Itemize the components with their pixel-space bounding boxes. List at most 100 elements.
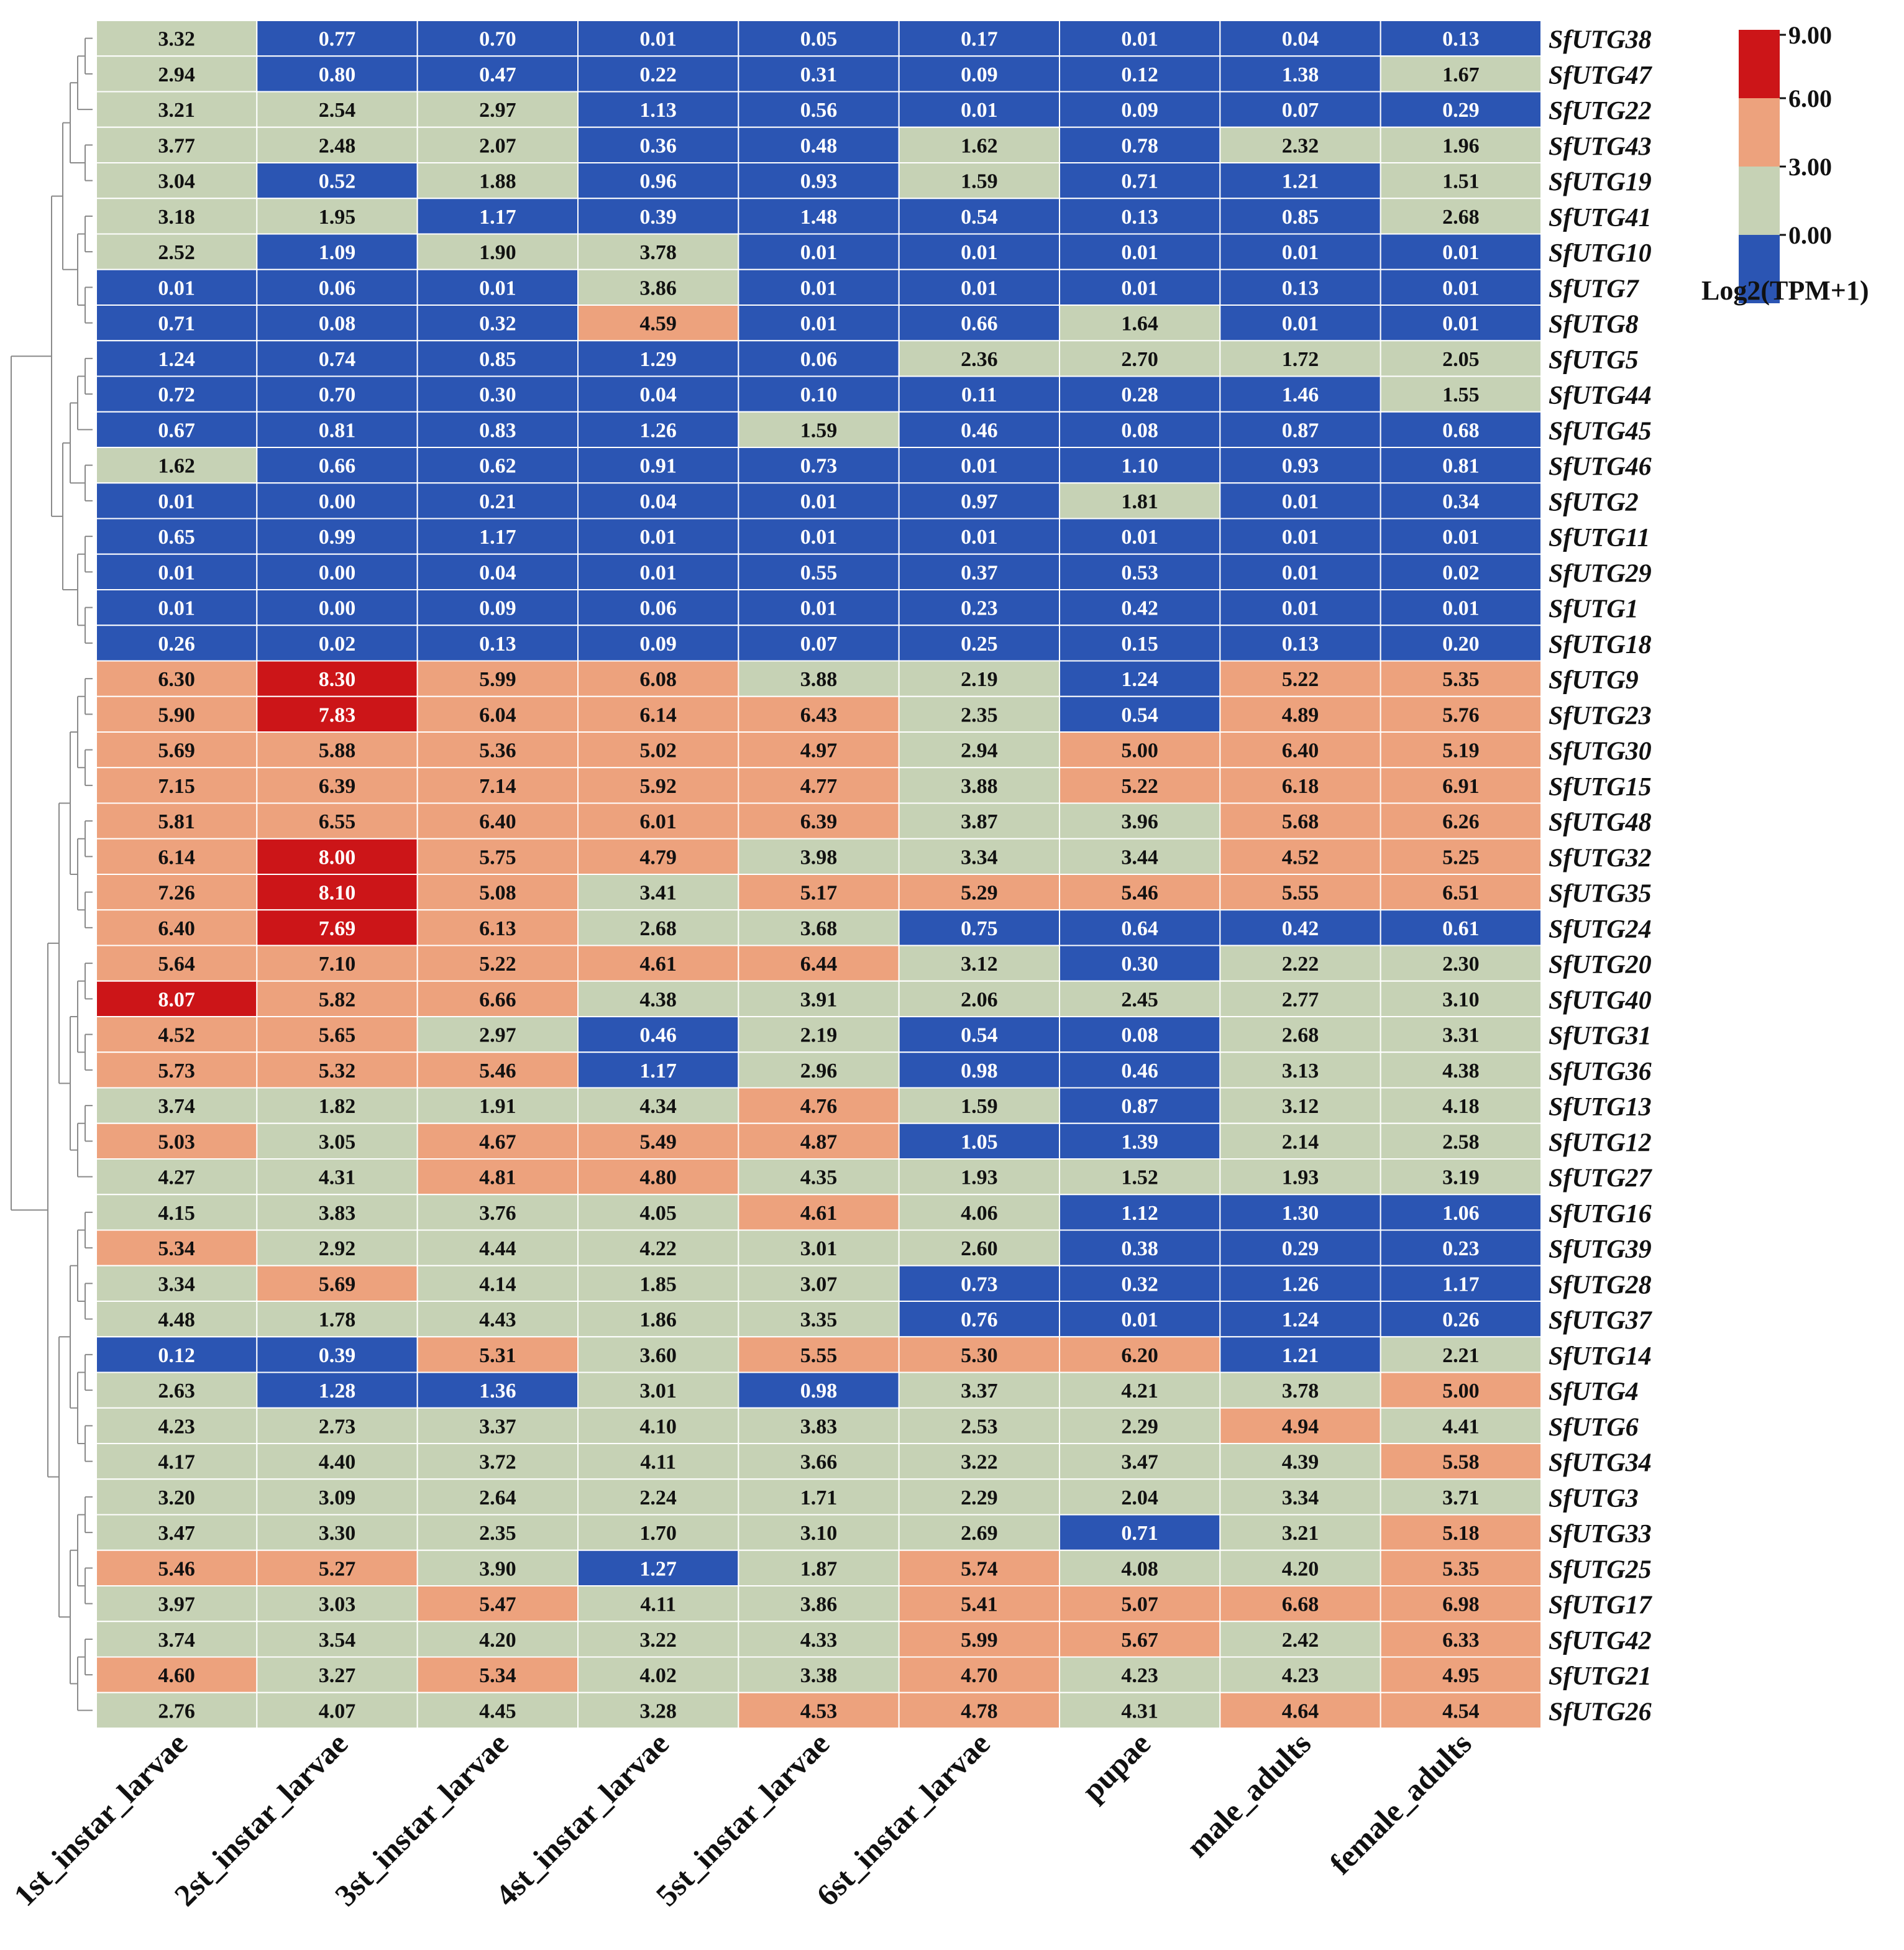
cell-value-label: 0.11 bbox=[961, 383, 997, 406]
heatmap-cell bbox=[256, 1478, 418, 1516]
cell-value-label: 4.44 bbox=[479, 1237, 516, 1260]
cell-value-label: 2.22 bbox=[1282, 953, 1319, 976]
heatmap-cell bbox=[898, 731, 1060, 769]
cell-value-label: 5.64 bbox=[158, 953, 195, 976]
cell-value-label: 5.74 bbox=[961, 1557, 998, 1580]
heatmap-cell bbox=[577, 233, 739, 270]
heatmap-cell bbox=[898, 1122, 1060, 1160]
cell-value-label: 2.92 bbox=[319, 1237, 356, 1260]
cell-value-label: 0.01 bbox=[800, 241, 838, 264]
cell-value-label: 5.68 bbox=[1282, 810, 1319, 833]
cell-value-label: 0.07 bbox=[800, 633, 838, 656]
cell-value-label: 3.77 bbox=[158, 134, 195, 157]
legend-tick-label: 0.00 bbox=[1788, 221, 1832, 249]
cell-value-label: 2.45 bbox=[1121, 988, 1158, 1011]
cell-value-label: 3.21 bbox=[1282, 1522, 1319, 1545]
heatmap-cell bbox=[96, 1585, 258, 1623]
cell-value-label: 4.11 bbox=[640, 1593, 676, 1616]
cell-value-label: 1.87 bbox=[800, 1557, 838, 1580]
heatmap-cell bbox=[1219, 447, 1381, 484]
cell-value-label: 4.76 bbox=[800, 1095, 838, 1118]
cell-value-label: 5.69 bbox=[158, 739, 195, 762]
heatmap-cell bbox=[1219, 1265, 1381, 1302]
row-label: SfUTG34 bbox=[1549, 1449, 1652, 1478]
heatmap-cell bbox=[256, 1229, 418, 1266]
heatmap-cell bbox=[577, 1122, 739, 1160]
cell-value-label: 0.04 bbox=[639, 490, 677, 513]
cell-value-label: 3.96 bbox=[1121, 810, 1158, 833]
cell-value-label: 0.81 bbox=[1442, 455, 1480, 478]
cell-value-label: 5.46 bbox=[1121, 882, 1158, 905]
heatmap-cell bbox=[898, 1194, 1060, 1231]
cell-value-label: 0.75 bbox=[961, 917, 998, 940]
cell-value-label: 0.26 bbox=[1442, 1309, 1480, 1332]
cell-value-label: 8.10 bbox=[319, 882, 356, 905]
heatmap-cell bbox=[1059, 1656, 1221, 1693]
row-label: SfUTG30 bbox=[1549, 738, 1652, 766]
cell-value-label: 3.74 bbox=[158, 1629, 195, 1652]
heatmap-cell bbox=[898, 126, 1060, 163]
row-label: SfUTG47 bbox=[1549, 62, 1653, 90]
row-label: SfUTG40 bbox=[1549, 986, 1652, 1015]
cell-value-label: 3.12 bbox=[1282, 1095, 1319, 1118]
heatmap-cell bbox=[1380, 980, 1542, 1017]
heatmap-cell bbox=[256, 767, 418, 804]
heatmap-cell bbox=[1219, 1585, 1381, 1623]
heatmap-cell bbox=[738, 198, 900, 235]
cell-value-label: 0.66 bbox=[961, 313, 998, 336]
cell-value-label: 7.69 bbox=[319, 917, 356, 940]
cell-value-label: 5.30 bbox=[961, 1344, 998, 1367]
cell-value-label: 3.30 bbox=[319, 1522, 356, 1545]
cell-value-label: 3.74 bbox=[158, 1095, 195, 1118]
cell-value-label: 2.94 bbox=[158, 63, 195, 86]
cell-value-label: 0.72 bbox=[158, 383, 195, 406]
cell-value-label: 4.39 bbox=[1282, 1451, 1319, 1474]
heatmap-cell bbox=[1380, 838, 1542, 875]
cell-value-label: 4.22 bbox=[639, 1237, 677, 1260]
cell-value-label: 0.70 bbox=[319, 383, 356, 406]
heatmap-cell bbox=[1219, 1336, 1381, 1373]
heatmap-cell bbox=[1380, 91, 1542, 128]
heatmap-cell bbox=[1219, 589, 1381, 626]
cell-value-label: 0.39 bbox=[639, 206, 677, 229]
cell-value-label: 5.34 bbox=[158, 1237, 195, 1260]
cell-value-label: 8.00 bbox=[319, 846, 356, 869]
cell-value-label: 1.55 bbox=[1442, 383, 1480, 406]
cell-value-label: 0.08 bbox=[1121, 1024, 1158, 1047]
cell-value-label: 1.28 bbox=[319, 1380, 356, 1403]
cell-value-label: 4.10 bbox=[639, 1415, 677, 1438]
heatmap-cell bbox=[96, 1051, 258, 1089]
cell-value-label: 0.29 bbox=[1442, 99, 1480, 122]
cell-value-label: 5.46 bbox=[479, 1060, 516, 1083]
cell-value-label: 1.24 bbox=[1282, 1309, 1319, 1332]
cell-value-label: 5.81 bbox=[158, 810, 195, 833]
heatmap-cell bbox=[416, 375, 579, 413]
heatmap-cell bbox=[1219, 1158, 1381, 1196]
cell-value-label: 2.04 bbox=[1121, 1486, 1158, 1509]
cell-value-label: 4.79 bbox=[639, 846, 677, 869]
cell-value-label: 0.47 bbox=[479, 63, 516, 86]
row-label: SfUTG3 bbox=[1549, 1485, 1639, 1513]
cell-value-label: 1.64 bbox=[1121, 313, 1158, 336]
cell-value-label: 1.90 bbox=[479, 241, 516, 264]
cell-value-label: 4.78 bbox=[961, 1700, 998, 1723]
cell-value-label: 4.97 bbox=[800, 739, 838, 762]
heatmap-cell bbox=[416, 411, 579, 448]
cell-value-label: 0.01 bbox=[1121, 277, 1158, 300]
cell-value-label: 0.98 bbox=[961, 1060, 998, 1083]
cell-value-label: 4.87 bbox=[800, 1130, 838, 1153]
heatmap-cell bbox=[1380, 1194, 1542, 1231]
cell-value-label: 4.23 bbox=[1282, 1664, 1319, 1687]
cell-value-label: 4.59 bbox=[639, 313, 677, 336]
heatmap-cell bbox=[256, 447, 418, 484]
row-label: SfUTG39 bbox=[1549, 1235, 1652, 1264]
cell-value-label: 6.55 bbox=[319, 810, 356, 833]
heatmap-cell bbox=[898, 1087, 1060, 1124]
row-label: SfUTG46 bbox=[1549, 453, 1652, 482]
heatmap-cell bbox=[256, 1514, 418, 1551]
cell-value-label: 3.47 bbox=[158, 1522, 195, 1545]
heatmap-cell bbox=[1059, 980, 1221, 1017]
heatmap-cell bbox=[416, 233, 579, 270]
cell-value-label: 5.02 bbox=[639, 739, 677, 762]
heatmap-cell bbox=[96, 980, 258, 1017]
